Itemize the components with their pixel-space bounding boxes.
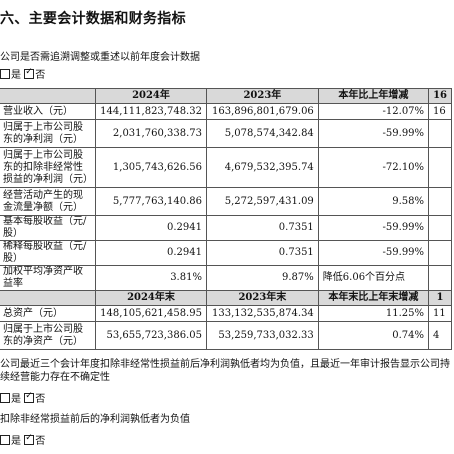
value-2024: 53,655,723,386.05 (95, 321, 207, 350)
negative-profit-options: 是 否 (0, 432, 45, 447)
option-yes-label: 是 (11, 394, 21, 405)
negative-profit-note: 扣除非经常损益前后的净利润孰低者为负值 (0, 414, 190, 425)
value-extra: 4 (428, 321, 452, 350)
value-2023: 53,259,733,032.33 (205, 321, 319, 350)
table-row: 归属于上市公司股东的净资产（元） 53,655,723,386.05 53,25… (0, 321, 452, 350)
value-change: -59.99% (317, 119, 430, 148)
value-change: -59.99% (317, 215, 430, 241)
row-label: 营业收入（元） (0, 103, 96, 120)
value-2024: 0.2941 (95, 215, 207, 241)
value-change: 降低6.06个百分点 (317, 265, 430, 291)
value-extra: 16 (428, 103, 452, 120)
checkbox-no-checked[interactable] (24, 67, 35, 79)
question-restatement: 公司是否需追溯调整或重述以前年度会计数据 (0, 52, 200, 63)
value-extra (428, 215, 452, 241)
table-row: 基本每股收益（元/股） 0.2941 0.7351 -59.99% (0, 215, 452, 241)
table-row: 经营活动产生的现金流量净额（元） 5,777,763,140.86 5,272,… (0, 187, 452, 216)
header-cell: 16 (428, 88, 452, 104)
value-change: -12.07% (317, 103, 430, 120)
row-label: 总资产（元） (0, 305, 96, 322)
value-2024: 5,777,763,140.86 (95, 187, 207, 216)
going-concern-options: 是 否 (0, 390, 45, 405)
checkbox-yes[interactable] (0, 393, 10, 403)
value-2023: 9.87% (205, 265, 319, 291)
row-label: 归属于上市公司股东的净利润（元） (0, 119, 96, 148)
header-cell: 本年末比上年末增减 (317, 290, 430, 306)
value-2023: 4,679,532,395.74 (205, 147, 319, 188)
value-2023: 5,272,597,431.09 (205, 187, 319, 216)
row-label: 稀释每股收益（元/股） (0, 240, 96, 266)
header-cell: 2024年 (95, 88, 207, 104)
value-2023: 133,132,535,874.34 (205, 305, 319, 322)
value-extra (428, 147, 452, 188)
financial-data-table: 2024年 2023年 本年比上年增减 16 营业收入（元） 144,111,8… (0, 88, 452, 350)
value-extra (428, 265, 452, 291)
header-cell: 2023年末 (205, 290, 319, 306)
value-change: -59.99% (317, 240, 430, 266)
header-cell: 2023年 (205, 88, 319, 104)
option-no-label: 否 (35, 70, 46, 81)
value-2023: 0.7351 (205, 240, 319, 266)
header-cell: 2024年末 (95, 290, 207, 306)
table-row: 归属于上市公司股东的净利润（元） 2,031,760,338.73 5,078,… (0, 119, 452, 148)
option-yes-label: 是 (11, 436, 21, 447)
value-2024: 1,305,743,626.56 (95, 147, 207, 188)
option-no-label: 否 (35, 436, 46, 447)
value-2024: 0.2941 (95, 240, 207, 266)
value-2024: 3.81% (95, 265, 207, 291)
row-label: 基本每股收益（元/股） (0, 215, 96, 241)
value-2024: 144,111,823,748.32 (95, 103, 207, 120)
checkbox-no-checked[interactable] (24, 391, 35, 403)
value-change: -72.10% (317, 147, 430, 188)
value-change: 0.74% (317, 321, 430, 350)
header-cell: 1 (428, 290, 452, 306)
option-no-label: 否 (35, 394, 46, 405)
value-change: 11.25% (317, 305, 430, 322)
header-cell (0, 290, 96, 306)
table-row: 稀释每股收益（元/股） 0.2941 0.7351 -59.99% (0, 240, 452, 266)
value-extra (428, 119, 452, 148)
checkbox-yes[interactable] (0, 69, 10, 79)
table-row: 营业收入（元） 144,111,823,748.32 163,896,801,6… (0, 103, 452, 120)
going-concern-note: 公司最近三个会计年度扣除非经常性损益前后净利润孰低者均为负值，且最近一年审计报告… (0, 359, 450, 383)
value-change: 9.58% (317, 187, 430, 216)
value-extra: 11 (428, 305, 452, 322)
header-cell (0, 88, 96, 104)
value-2024: 148,105,621,458.95 (95, 305, 207, 322)
checkbox-no-checked[interactable] (24, 433, 35, 445)
option-yes-label: 是 (11, 70, 21, 81)
value-2023: 0.7351 (205, 215, 319, 241)
row-label: 归属于上市公司股东的扣除非经常性损益的净利润（元） (0, 147, 96, 188)
row-label: 加权平均净资产收益率 (0, 265, 96, 291)
value-extra (428, 240, 452, 266)
table-header-row: 2024年 2023年 本年比上年增减 16 (0, 88, 452, 104)
table-row: 归属于上市公司股东的扣除非经常性损益的净利润（元） 1,305,743,626.… (0, 147, 452, 188)
value-2023: 5,078,574,342.84 (205, 119, 319, 148)
checkbox-yes[interactable] (0, 435, 10, 445)
value-extra (428, 187, 452, 216)
section-title: 六、主要会计数据和财务指标 (0, 11, 186, 27)
row-label: 经营活动产生的现金流量净额（元） (0, 187, 96, 216)
table-header-row: 2024年末 2023年末 本年末比上年末增减 1 (0, 290, 452, 306)
value-2024: 2,031,760,338.73 (95, 119, 207, 148)
row-label: 归属于上市公司股东的净资产（元） (0, 321, 96, 350)
table-row: 加权平均净资产收益率 3.81% 9.87% 降低6.06个百分点 (0, 265, 452, 291)
value-2023: 163,896,801,679.06 (205, 103, 319, 120)
restatement-options: 是 否 (0, 66, 45, 81)
table-row: 总资产（元） 148,105,621,458.95 133,132,535,87… (0, 305, 452, 322)
header-cell: 本年比上年增减 (317, 88, 430, 104)
